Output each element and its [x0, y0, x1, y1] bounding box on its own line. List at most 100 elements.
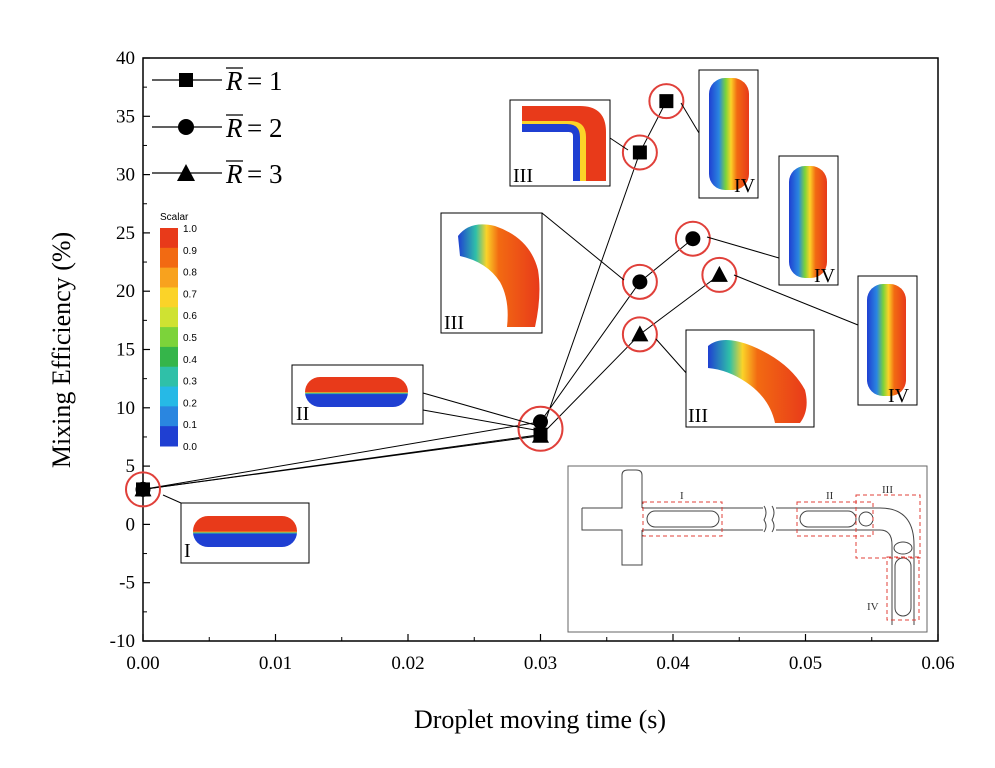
- y-tick-label: 10: [116, 398, 135, 419]
- scalar-label: 0.7: [183, 289, 197, 300]
- scalar-band: [160, 426, 178, 447]
- scalar-band: [160, 366, 178, 388]
- scalar-label: 0.6: [183, 311, 197, 322]
- series-line-3: [142, 274, 720, 490]
- scalar-band: [160, 406, 178, 427]
- data-point-triangle: [631, 325, 649, 342]
- series-lines: [134, 94, 728, 497]
- highlight-circle: [701, 256, 738, 293]
- region-box-IV: [886, 556, 920, 621]
- scalar-band: [160, 287, 178, 308]
- callout-line-II-a: [422, 392, 536, 426]
- scalar-band: [160, 267, 178, 288]
- scalar-label: 0.1: [183, 420, 197, 431]
- x-tick-label: 0.00: [126, 653, 159, 674]
- highlight-circle: [621, 263, 658, 300]
- y-tick-label: 20: [116, 281, 135, 302]
- scalar-label: 0.0: [183, 442, 197, 453]
- y-tick-label: 0: [126, 514, 136, 535]
- scalar-labels: 1.0 0.9 0.8 0.7 0.6 0.5 0.4 0.3 0.2 0.1 0.0: [183, 224, 197, 453]
- y-axis-title: Mixing Efficiency (%): [47, 232, 76, 468]
- stage-label-II: II: [296, 403, 309, 425]
- highlight-circle: [621, 316, 658, 353]
- region-box-III: [855, 494, 921, 559]
- highlight-circle: [674, 220, 711, 257]
- callout-line-III-r1: [609, 137, 629, 151]
- inset-label-III: III: [882, 484, 893, 496]
- inset-III-r2-droplet: [458, 224, 540, 327]
- y-tick-label: 25: [116, 223, 135, 244]
- data-point-triangle: [134, 480, 152, 497]
- inset-stage-I: I: [180, 502, 310, 564]
- callout-line-IV-r1: [680, 102, 700, 134]
- legend-marker-square: [179, 73, 193, 87]
- scalar-label: 1.0: [183, 224, 197, 235]
- inset-label-II: II: [826, 490, 834, 502]
- data-point-triangle: [532, 426, 549, 443]
- scalar-bands: [160, 228, 178, 447]
- scalar-band: [160, 228, 178, 249]
- x-tick-label: 0.03: [524, 653, 557, 674]
- x-tick-label: 0.06: [921, 653, 954, 674]
- scalar-title: Scalar: [160, 212, 189, 223]
- y-tick-label: 40: [116, 48, 135, 69]
- data-point-square: [659, 94, 674, 109]
- callout-line-IV-r2: [706, 236, 780, 259]
- inset-stage-III-r2: III: [440, 212, 543, 334]
- inset-stage-II: II: [291, 364, 424, 425]
- inset-stage-III-r3: III: [685, 329, 815, 428]
- highlight-circle: [125, 471, 161, 508]
- y-tick-label: -5: [119, 573, 135, 594]
- inset-III-r1-mid: [522, 121, 586, 181]
- scalar-label: 0.4: [183, 355, 197, 366]
- x-tick-label: 0.04: [656, 653, 690, 674]
- stage-label-III-r3: III: [688, 405, 708, 427]
- scalar-band: [160, 346, 178, 368]
- y-tick-label: 5: [126, 456, 136, 477]
- y-tick-label: -10: [110, 631, 135, 652]
- highlight-circle: [648, 83, 685, 120]
- scalar-label: 0.9: [183, 246, 197, 257]
- inset-stage-IV-r3: IV: [857, 275, 918, 407]
- highlight-circle: [621, 134, 658, 171]
- inset-III-r1-lower: [522, 124, 580, 181]
- scalar-label: 0.8: [183, 268, 197, 279]
- data-point-circle: [632, 274, 648, 290]
- scalar-label: 0.5: [183, 333, 197, 344]
- x-axis-title: Droplet moving time (s): [414, 705, 666, 734]
- channel-geometry-inset: I II III IV: [567, 465, 928, 633]
- callout-line-I: [162, 494, 182, 504]
- stage-label-I: I: [184, 540, 191, 562]
- callout-lines: [162, 102, 859, 504]
- scalar-band: [160, 386, 178, 407]
- data-point-circle: [533, 414, 548, 430]
- legend-label-r2: = 2: [247, 113, 282, 143]
- x-axis-ticks: 0.00 0.01 0.02 0.03 0.04 0.05 0.06: [126, 634, 955, 674]
- x-tick-label: 0.02: [391, 653, 424, 674]
- x-tick-label: 0.01: [259, 653, 292, 674]
- callout-line-II-b: [422, 409, 536, 431]
- scalar-colorbar: Scalar 1.0 0.9 0.8 0.7 0.6 0.5 0.4 0.3 0.2 0.1 0.0: [160, 212, 197, 453]
- data-point-triangle: [710, 265, 728, 282]
- scalar-band: [160, 327, 178, 348]
- series-line-1: [142, 100, 667, 490]
- scalar-band: [160, 247, 178, 269]
- scalar-label: 0.3: [183, 377, 197, 388]
- data-point-circle: [685, 231, 701, 247]
- region-box-II: [796, 501, 874, 537]
- inset-II-droplet: [305, 377, 408, 407]
- callout-line-IV-r3: [733, 274, 859, 326]
- series-line-2: [142, 238, 694, 490]
- inset-stage-III-r1: III: [509, 99, 611, 187]
- stage-label-III-r2: III: [444, 312, 464, 334]
- stage-label-III-r1: III: [513, 165, 533, 187]
- y-tick-label: 30: [116, 165, 135, 186]
- legend: R = 1 R = 2 R = 3: [152, 66, 282, 189]
- inset-label-IV: IV: [867, 601, 879, 613]
- stage-label-IV-r3: IV: [888, 385, 910, 407]
- highlight-circles: [125, 83, 738, 508]
- callout-line-III-r3: [655, 338, 689, 376]
- inset-III-r3-droplet: [708, 340, 807, 423]
- inset-IV-r2-droplet: [789, 166, 827, 278]
